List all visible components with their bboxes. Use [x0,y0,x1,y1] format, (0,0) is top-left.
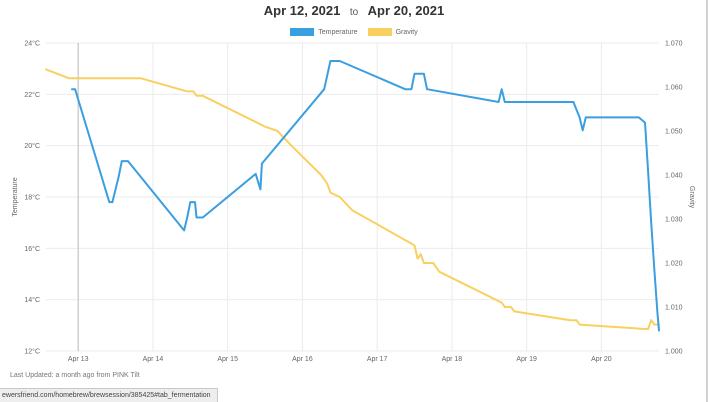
x-tick-label: Apr 19 [516,356,537,363]
last-updated-text: Last Updated: a month ago from PINK Tilt [10,372,140,379]
right-tick-label: 1.010 [665,305,683,312]
right-tick-label: 1.050 [665,129,683,136]
right-tick-label: 1.020 [665,261,683,268]
page-border [706,0,708,402]
legend-label-temperature: Temperature [318,28,358,36]
x-tick-label: Apr 14 [143,356,164,363]
left-tick-label: 20°C [24,142,40,150]
left-tick-label: 12°C [24,348,40,356]
right-tick-label: 1.000 [665,349,683,356]
right-tick-label: 1.070 [665,41,683,48]
date-range-header: Apr 12, 2021 to Apr 20, 2021 [0,2,708,20]
right-tick-label: 1.060 [665,85,683,92]
x-tick-label: Apr 17 [367,356,388,363]
series-line-temperature [71,60,660,332]
legend-swatch-gravity [367,28,392,36]
series-line-gravity [45,68,660,330]
left-tick-label: 14°C [24,296,40,304]
x-tick-label: Apr 16 [292,356,313,363]
legend-swatch-temperature [290,28,315,36]
legend-item-temperature[interactable]: Temperature [290,28,358,36]
chart-legend: Temperature Gravity [0,28,708,36]
right-axis-title: Gravity [688,186,695,209]
left-tick-label: 24°C [24,40,40,48]
left-tick-label: 22°C [24,91,40,99]
x-tick-label: Apr 15 [217,356,238,363]
legend-item-gravity[interactable]: Gravity [367,28,418,36]
right-tick-label: 1.040 [665,173,683,180]
range-end-date: Apr 20, 2021 [367,3,445,18]
left-tick-label: 16°C [24,245,40,253]
range-start-date: Apr 12, 2021 [263,3,341,18]
right-tick-label: 1.030 [665,217,683,224]
left-tick-label: 18°C [24,194,40,202]
left-axis-title: Temperature [12,177,19,216]
legend-label-gravity: Gravity [395,28,418,36]
x-tick-label: Apr 20 [591,356,612,363]
range-separator: to [349,7,359,18]
status-bar-url: ewersfriend.com/homebrew/brewsession/385… [0,388,218,402]
x-tick-label: Apr 13 [68,356,89,363]
x-tick-label: Apr 18 [442,356,463,363]
